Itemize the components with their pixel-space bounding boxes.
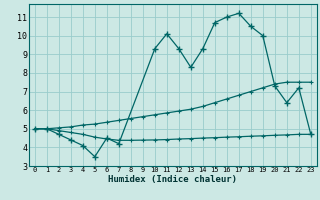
X-axis label: Humidex (Indice chaleur): Humidex (Indice chaleur): [108, 175, 237, 184]
